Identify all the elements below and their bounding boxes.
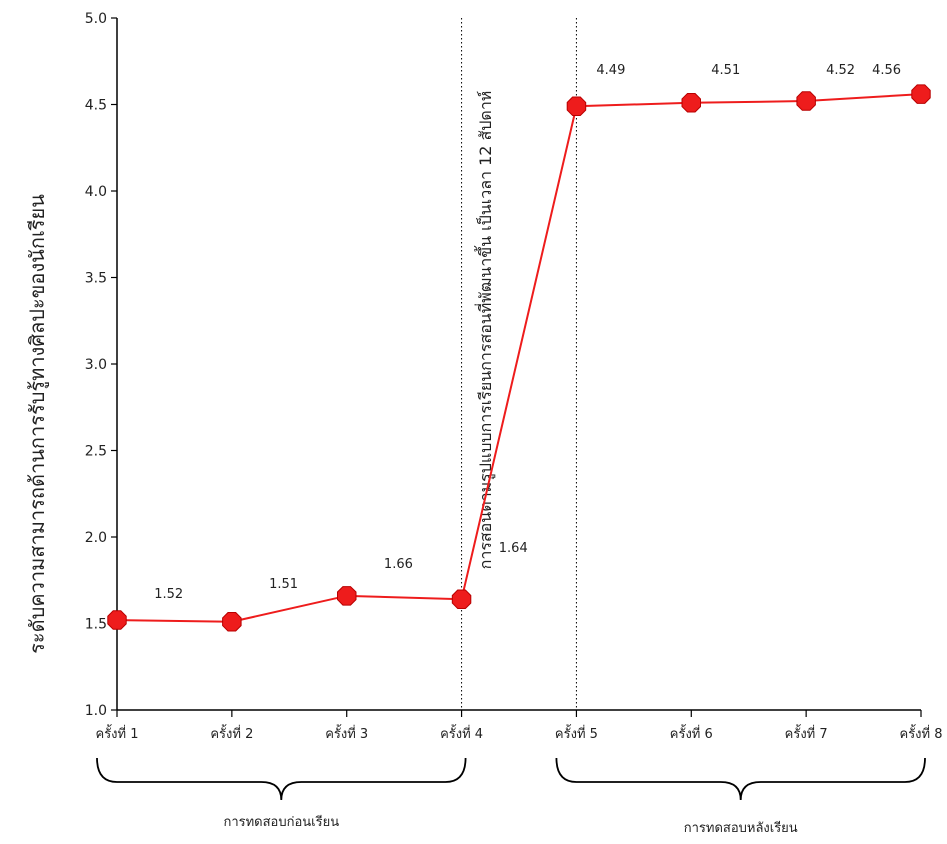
y-tick-label: 1.5 (85, 617, 107, 633)
data-point (107, 610, 127, 630)
group-brace (96, 757, 467, 801)
data-point (796, 91, 816, 111)
y-tick-label: 5.0 (85, 11, 107, 27)
data-label: 4.56 (872, 63, 901, 78)
data-point (222, 612, 242, 632)
x-tick-label: ครั้งที่ 6 (670, 724, 713, 742)
y-tick-label: 4.0 (85, 184, 107, 200)
data-point (337, 586, 357, 606)
y-tick-label: 4.5 (85, 98, 107, 114)
data-point (681, 93, 701, 113)
x-tick-label: ครั้งที่ 2 (210, 724, 253, 742)
data-point (911, 84, 931, 104)
data-label: 1.51 (269, 577, 298, 592)
x-tick-label: ครั้งที่ 8 (900, 724, 943, 742)
data-label: 4.51 (711, 63, 740, 78)
x-tick-label: ครั้งที่ 4 (440, 724, 483, 742)
series-line (116, 93, 922, 623)
data-label: 1.66 (384, 557, 413, 572)
x-tick-label: ครั้งที่ 3 (325, 724, 368, 742)
group-label: การทดสอบก่อนเรียน (223, 814, 339, 830)
y-tick-label: 3.5 (85, 271, 107, 287)
group-label: การทดสอบหลังเรียน (684, 820, 798, 836)
data-label: 4.52 (826, 63, 855, 78)
y-tick-label: 1.0 (85, 703, 107, 719)
y-axis-title: ระดับความสามารถด้านการรับรู้ทางศิลปะของน… (25, 194, 50, 654)
y-tick-label: 2.0 (85, 530, 107, 546)
group-brace (555, 757, 926, 801)
y-tick-label: 2.5 (85, 444, 107, 460)
data-label: 1.64 (499, 541, 528, 556)
intervention-annotation: การสอนตามรูปแบบการเรียนการสอนที่พัฒนาขึ้… (474, 91, 496, 570)
x-tick-label: ครั้งที่ 5 (555, 724, 598, 742)
x-tick-label: ครั้งที่ 1 (96, 724, 139, 742)
data-point (566, 96, 587, 116)
data-label: 1.52 (154, 587, 183, 602)
y-tick-label: 3.0 (85, 357, 107, 373)
x-tick-label: ครั้งที่ 7 (785, 724, 828, 742)
data-label: 4.49 (596, 63, 625, 78)
data-point (451, 589, 472, 609)
